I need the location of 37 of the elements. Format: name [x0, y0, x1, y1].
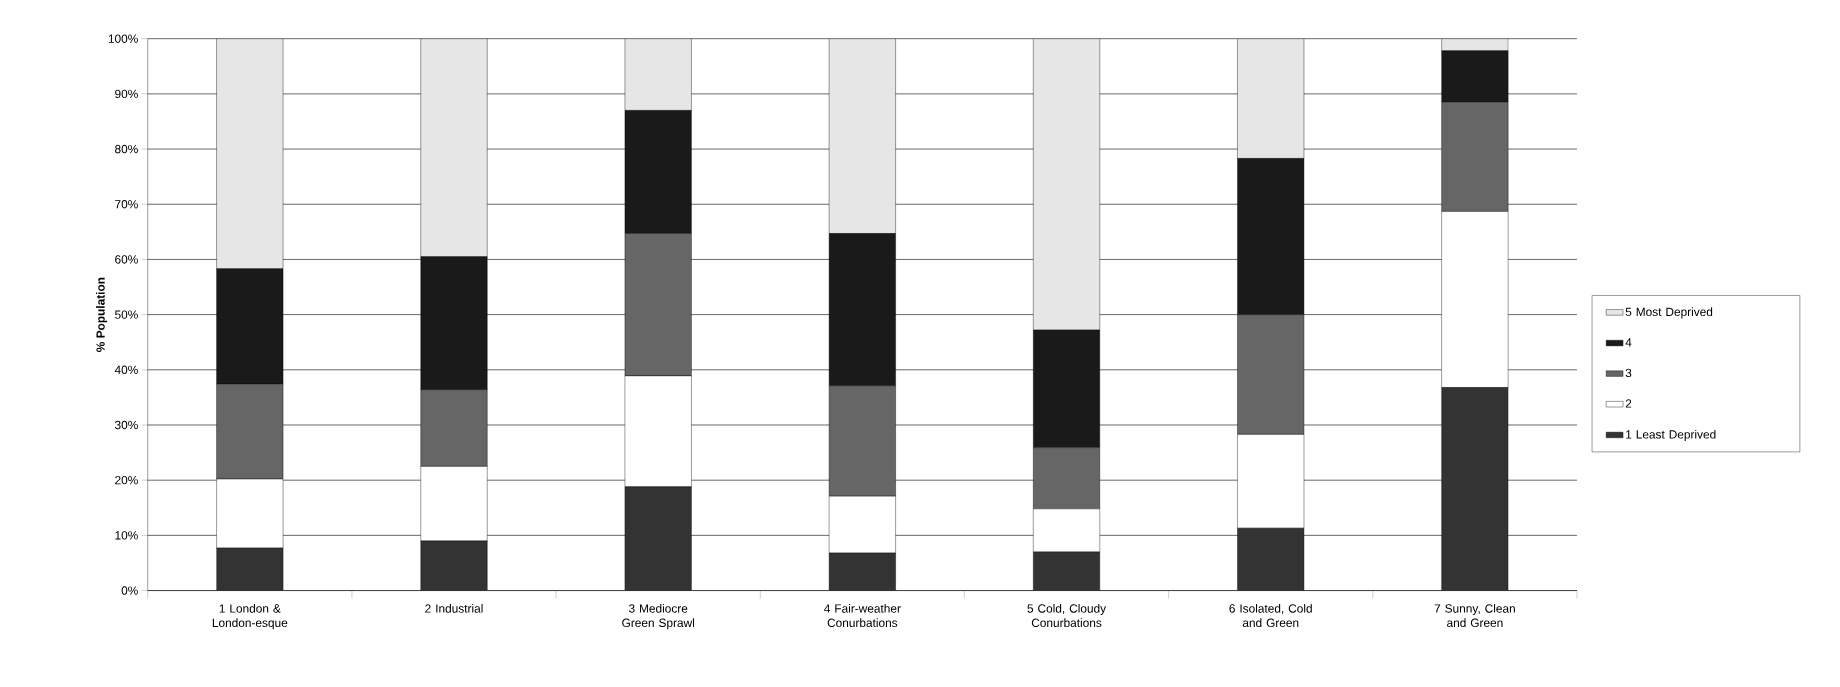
bar [216, 38, 284, 270]
y-tick-label: 10% [115, 531, 138, 540]
bar [828, 38, 896, 234]
bar [1237, 528, 1305, 591]
y-tick-label: 30% [114, 420, 138, 430]
y-tick-label: 40% [114, 365, 138, 375]
legend-label: 3 [1625, 368, 1632, 378]
bar [1441, 387, 1509, 591]
legend-label: 1 Least Deprived [1626, 430, 1716, 442]
legend-label: 4 [1625, 338, 1632, 347]
y-tick-label: 60% [115, 255, 138, 264]
x-tick-label: 4 Fair-weather Conurbations [824, 604, 901, 628]
x-tick-label: 6 Isolated, Cold and Green [1229, 604, 1312, 628]
bar [624, 486, 692, 591]
y-tick-label: 90% [115, 89, 138, 99]
legend-label: 2 [1625, 399, 1632, 408]
bar [1033, 551, 1100, 591]
x-tick-label: 2 Industrial [425, 604, 483, 613]
x-tick-label: 1 London & London-esque [212, 604, 288, 630]
bar [420, 540, 488, 591]
y-tick-label: 80% [115, 144, 138, 154]
x-tick-label: 7 Sunny, Clean and Green [1434, 604, 1515, 628]
bar [216, 547, 284, 591]
y-tick-label: 70% [115, 200, 138, 209]
bar [420, 38, 488, 257]
x-tick-label: 3 Mediocre Green Sprawl [622, 604, 694, 630]
bar [1033, 38, 1100, 331]
legend-label: 5 Most Deprived [1625, 307, 1713, 319]
bar [1237, 38, 1305, 159]
y-tick-label: 20% [115, 476, 138, 485]
y-tick-label: 0% [121, 586, 138, 595]
bar [624, 38, 692, 111]
y-axis-title: % Population [96, 277, 108, 352]
x-tick-label: 5 Cold, Cloudy Conurbations [1027, 604, 1107, 628]
y-tick-label: 50% [115, 310, 138, 319]
y-tick-label: 100% [108, 34, 138, 43]
bar [828, 552, 896, 591]
